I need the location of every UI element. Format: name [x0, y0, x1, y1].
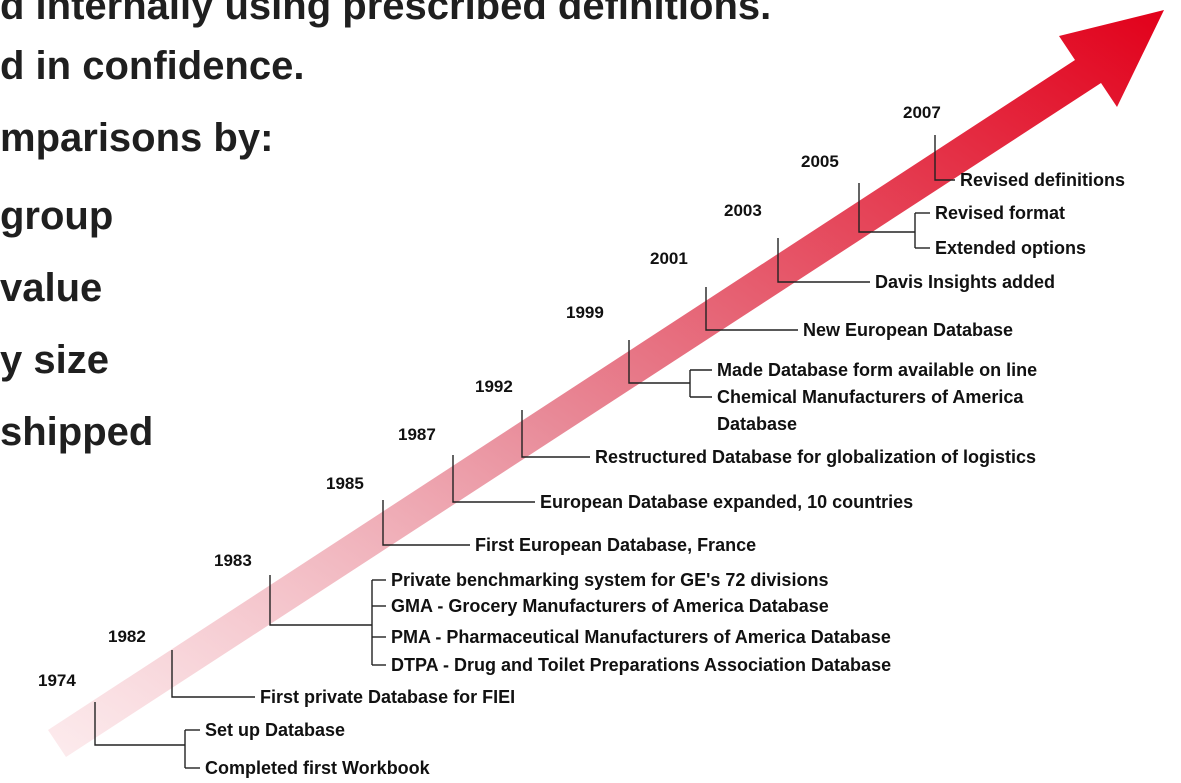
event-label: Private benchmarking system for GE's 72 …	[391, 570, 828, 590]
event-label: First private Database for FIEI	[260, 687, 515, 707]
bullet-line-4: group	[0, 194, 114, 238]
event-label: Chemical Manufacturers of America	[717, 387, 1024, 407]
year-label: 1999	[566, 303, 604, 322]
event-labels: Set up Database Completed first Workbook…	[205, 170, 1125, 778]
year-label: 2001	[650, 249, 688, 268]
year-label: 1983	[214, 551, 252, 570]
year-label: 1982	[108, 627, 146, 646]
event-label: New European Database	[803, 320, 1013, 340]
event-label: Database	[717, 414, 797, 434]
event-label: DTPA - Drug and Toilet Preparations Asso…	[391, 655, 891, 675]
event-label: Set up Database	[205, 720, 345, 740]
bullet-line-3: mparisons by:	[0, 116, 274, 160]
bullet-line-2: d in confidence.	[0, 44, 305, 88]
bullet-line-1: d internally using prescribed definition…	[0, 0, 772, 28]
bullet-line-7: shipped	[0, 410, 154, 454]
event-label: Extended options	[935, 238, 1086, 258]
year-label: 1987	[398, 425, 436, 444]
event-label: Davis Insights added	[875, 272, 1055, 292]
event-label: European Database expanded, 10 countries	[540, 492, 913, 512]
year-labels: 1974 1982 1983 1985 1987 1992 1999 2001 …	[38, 103, 941, 690]
event-label: Restructured Database for globalization …	[595, 447, 1036, 467]
year-label: 2007	[903, 103, 941, 122]
event-label: PMA - Pharmaceutical Manufacturers of Am…	[391, 627, 891, 647]
year-label: 2003	[724, 201, 762, 220]
event-label: Revised format	[935, 203, 1065, 223]
bullet-line-6: y size	[0, 338, 109, 382]
event-label: Made Database form available on line	[717, 360, 1037, 380]
timeline-arrow	[48, 10, 1164, 757]
event-label: GMA - Grocery Manufacturers of America D…	[391, 596, 829, 616]
year-label: 1992	[475, 377, 513, 396]
connector-lines	[94, 135, 955, 769]
year-label: 1974	[38, 671, 76, 690]
year-label: 2005	[801, 152, 839, 171]
event-label: First European Database, France	[475, 535, 756, 555]
bullet-line-5: value	[0, 266, 103, 310]
year-label: 1985	[326, 474, 364, 493]
event-label: Completed first Workbook	[205, 758, 431, 778]
event-label: Revised definitions	[960, 170, 1125, 190]
